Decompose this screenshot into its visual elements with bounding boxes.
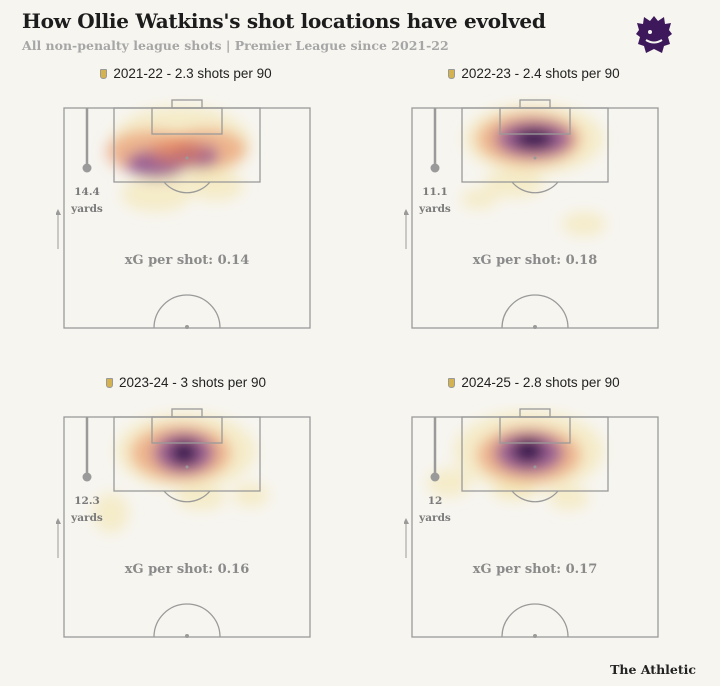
panel-title: 2021-22 - 2.3 shots per 90: [113, 66, 272, 81]
shot-heat-layer: [461, 104, 606, 236]
centre-circle: [153, 603, 221, 638]
centre-spot: [533, 325, 537, 329]
heat-zone: [150, 138, 206, 166]
average-distance-value: 12.3: [74, 495, 100, 507]
heat-zone: [233, 483, 269, 507]
goal: [519, 99, 551, 109]
club-badge-icon: [100, 68, 108, 79]
attack-arrowhead-icon: [404, 518, 409, 524]
average-distance-unit: yards: [418, 512, 451, 524]
centre-spot: [185, 325, 189, 329]
club-badge-icon: [448, 68, 456, 79]
centre-spot: [533, 634, 537, 638]
penalty-arc: [511, 181, 559, 194]
shot-map-panel-2024-25: 2024-25 - 2.8 shots per 90 12yardsAttack…: [404, 375, 664, 665]
publisher-credit: The Athletic: [610, 662, 696, 677]
club-badge-icon: [105, 377, 113, 388]
pitch-heatmap: 14.4yardsAttackxG per shot: 0.14: [56, 99, 311, 329]
heat-zone: [188, 171, 244, 201]
penalty-spot: [533, 156, 537, 160]
heat-zone: [121, 176, 191, 212]
centre-spot: [185, 634, 189, 638]
panel-title: 2022-23 - 2.4 shots per 90: [461, 66, 620, 81]
average-distance-value: 14.4: [74, 186, 100, 198]
heat-zone: [549, 486, 589, 510]
shot-heat-layer: [93, 413, 269, 533]
goal: [519, 408, 551, 418]
shot-map-panel-2022-23: 2022-23 - 2.4 shots per 90 11.1yardsAtta…: [404, 66, 664, 356]
attack-arrowhead-icon: [56, 209, 61, 215]
average-distance-marker: [430, 163, 440, 173]
pitch-heatmap: 12yardsAttackxG per shot: 0.17: [404, 408, 659, 638]
attack-arrowhead-icon: [404, 209, 409, 215]
heat-zone: [512, 439, 544, 463]
average-distance-value: 11.1: [422, 186, 448, 198]
club-badge-icon: [448, 377, 456, 388]
chart-subtitle: All non-penalty league shots | Premier L…: [22, 38, 449, 53]
centre-circle: [153, 294, 221, 329]
attack-arrowhead-icon: [56, 518, 61, 524]
panel-title: 2024-25 - 2.8 shots per 90: [461, 375, 620, 390]
xg-per-shot-label: xG per shot: 0.14: [125, 253, 250, 268]
average-distance-unit: yards: [70, 512, 103, 524]
heat-zone: [562, 212, 606, 236]
pitch-heatmap: 11.1yardsAttackxG per shot: 0.18: [404, 99, 659, 329]
goal: [171, 99, 203, 109]
xg-per-shot-label: xG per shot: 0.18: [473, 253, 598, 268]
heat-zone: [170, 441, 198, 465]
pitch-heatmap: 12.3yardsAttackxG per shot: 0.16: [56, 408, 311, 638]
xg-per-shot-label: xG per shot: 0.16: [125, 562, 250, 577]
premier-league-lion-icon: [636, 16, 672, 53]
penalty-arc: [511, 490, 559, 503]
shot-heat-layer: [106, 106, 251, 212]
average-distance-marker: [82, 163, 92, 173]
average-distance-marker: [430, 472, 440, 482]
centre-circle: [501, 294, 569, 329]
penalty-arc: [163, 490, 211, 503]
penalty-spot: [533, 465, 537, 469]
heat-zone: [461, 189, 497, 209]
xg-per-shot-label: xG per shot: 0.17: [473, 562, 598, 577]
heat-zone: [514, 129, 554, 149]
shot-map-panel-2021-22: 2021-22 - 2.3 shots per 90 14.4yardsAtta…: [56, 66, 316, 356]
penalty-arc: [163, 181, 211, 194]
heat-zone: [93, 493, 129, 533]
average-distance-unit: yards: [70, 203, 103, 215]
shot-map-panel-2023-24: 2023-24 - 3 shots per 90 12.3yardsAttack…: [56, 375, 316, 665]
panel-title: 2023-24 - 3 shots per 90: [118, 375, 267, 390]
average-distance-marker: [82, 472, 92, 482]
penalty-spot: [185, 156, 189, 160]
goal: [171, 408, 203, 418]
average-distance-unit: yards: [418, 203, 451, 215]
average-distance-value: 12: [428, 495, 443, 507]
penalty-spot: [185, 465, 189, 469]
centre-circle: [501, 603, 569, 638]
chart-title: How Ollie Watkins's shot locations have …: [22, 9, 546, 33]
